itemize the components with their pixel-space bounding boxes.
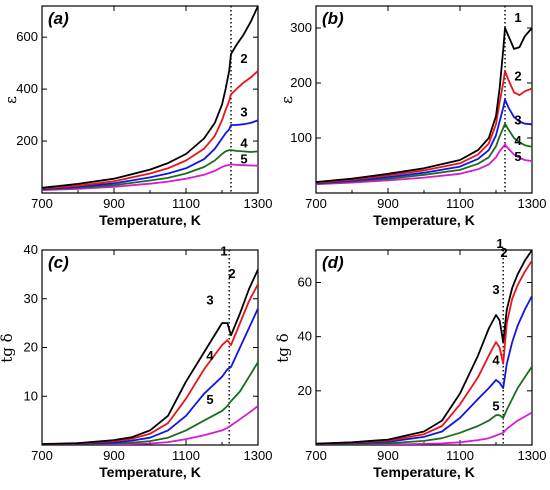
panel-b-xtick-label: 900 <box>377 196 399 211</box>
panel-c-series-3 <box>42 308 258 445</box>
panel-a-xtick-label: 900 <box>103 196 125 211</box>
panel-d-xtick-label: 900 <box>377 448 399 463</box>
panel-d-series-label-1: 1 <box>496 236 503 251</box>
panel-a-series-label-2: 2 <box>240 51 247 66</box>
panel-d-series-1 <box>316 250 532 445</box>
panel-b-series-label-1: 1 <box>514 10 521 25</box>
panel-c-ylabel: tg δ <box>0 333 16 362</box>
panel-b-series-label-4: 4 <box>514 133 522 148</box>
panel-b-series-4 <box>316 122 532 185</box>
panel-c-ytick-label: 10 <box>24 388 38 403</box>
panel-a-xtick-label: 1100 <box>172 196 200 211</box>
panel-b-ylabel: ε <box>278 96 296 104</box>
panel-c-series-1 <box>42 269 258 445</box>
panel-c-series-2 <box>42 283 258 445</box>
panel-a-series-label-3: 3 <box>240 104 247 119</box>
panel-b-series-5 <box>316 143 532 186</box>
panel-d-xtick-label: 700 <box>305 448 327 463</box>
panel-c-series-label-5: 5 <box>206 392 213 407</box>
panel-b-series-2 <box>316 70 532 184</box>
panel-d-series-4 <box>316 366 532 445</box>
panel-b-xlabel: Temperature, K <box>373 212 475 228</box>
panel-a-xtick-label: 700 <box>31 196 53 211</box>
panel-b-xtick-label: 1300 <box>518 196 547 211</box>
panel-b: 700 900 1100 1300 100 200 300 Temperature, K ε (b… <box>278 5 547 228</box>
panel-d-xtick-label: 1300 <box>518 448 547 463</box>
panel-c-series-4 <box>42 361 258 445</box>
panel-c-ytick-label: 40 <box>24 242 38 257</box>
panel-d-ytick-label: 60 <box>298 275 312 290</box>
panel-b-series-label-5: 5 <box>514 149 521 164</box>
panel-d-series-2 <box>316 260 532 445</box>
panel-a-xtick-label: 1300 <box>244 196 273 211</box>
panel-d-series-label-4: 4 <box>492 352 500 367</box>
panel-a-series-label-4: 4 <box>240 135 248 150</box>
panel-c-xtick-label: 1100 <box>172 448 200 463</box>
panel-a: 700 900 1100 1300 200 400 600 Temperature, K ε (a… <box>2 0 272 228</box>
panel-c-ytick-label: 30 <box>24 291 38 306</box>
panel-d-series-label-5: 5 <box>492 399 499 414</box>
panel-b-ytick-label: 300 <box>290 20 312 35</box>
panel-b-label: (b) <box>322 9 344 28</box>
panel-b-xtick-label: 700 <box>305 196 327 211</box>
panel-a-series-4 <box>42 149 258 191</box>
panel-a-ylabel: ε <box>2 96 20 104</box>
panel-d-series-5 <box>316 411 532 445</box>
panel-c-series-label-3: 3 <box>206 293 213 308</box>
panel-b-series-label-2: 2 <box>514 69 521 84</box>
panel-a-xlabel: Temperature, K <box>99 212 201 228</box>
panel-c-xtick-label: 1300 <box>244 448 273 463</box>
panel-c-xlabel: Temperature, K <box>99 464 201 480</box>
panel-b-series-3 <box>316 98 532 184</box>
panel-c-series-label-1: 1 <box>220 244 227 259</box>
panel-c-series-label-4: 4 <box>206 348 214 363</box>
panel-a-ytick-label: 600 <box>16 29 38 44</box>
panel-c-xtick-label: 900 <box>103 448 125 463</box>
panel-c-ytick-label: 20 <box>24 340 38 355</box>
panel-a-ytick-label: 400 <box>16 81 38 96</box>
panel-d-ylabel: tg δ <box>274 333 292 362</box>
panel-d-ytick-label: 40 <box>298 329 312 344</box>
panel-d-series-3 <box>316 295 532 445</box>
panel-c-frame <box>41 249 259 446</box>
panel-a-series-3 <box>42 119 258 190</box>
panel-c-series-5 <box>42 405 258 445</box>
panel-b-ytick-label: 100 <box>290 130 312 145</box>
panel-a-series-label-5: 5 <box>240 152 247 167</box>
panel-b-series-1 <box>316 27 532 183</box>
panel-b-series-label-3: 3 <box>514 112 521 127</box>
panel-c: 700 900 1100 1300 10 20 30 40 Temperature, K tg δ… <box>0 242 272 480</box>
panel-a-series-1 <box>42 6 258 189</box>
panel-a-series-2 <box>42 70 258 190</box>
panel-c-xtick-label: 700 <box>31 448 53 463</box>
panel-a-series-5 <box>42 163 258 191</box>
panel-d-label: (d) <box>322 253 344 272</box>
panel-d-series-label-3: 3 <box>492 282 499 297</box>
panel-a-label: (a) <box>48 9 69 28</box>
panel-d-xtick-label: 1100 <box>446 448 474 463</box>
panel-d-ytick-label: 20 <box>298 383 312 398</box>
panel-d: 700 900 1100 1300 20 40 60 Temperature, K tg δ (d… <box>274 236 546 480</box>
panel-c-series-label-2: 2 <box>228 266 235 281</box>
panel-b-ytick-label: 200 <box>290 75 312 90</box>
panel-a-ytick-label: 200 <box>16 133 38 148</box>
panel-b-xtick-label: 1100 <box>446 196 474 211</box>
panel-c-label: (c) <box>48 253 69 272</box>
panel-d-xlabel: Temperature, K <box>373 464 475 480</box>
panel-a-series-label-1: 1 <box>240 0 247 3</box>
panel-d-series-label-2: 2 <box>500 245 507 260</box>
